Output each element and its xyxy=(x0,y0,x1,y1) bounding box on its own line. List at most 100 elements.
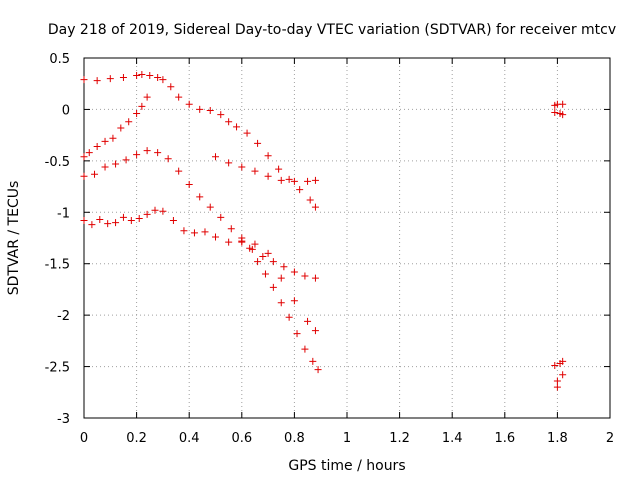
y-tick-label: 0 xyxy=(62,103,70,118)
data-point xyxy=(277,176,285,184)
data-point xyxy=(233,123,241,131)
data-point xyxy=(285,313,293,321)
data-point xyxy=(80,172,88,180)
y-tick-label: -3 xyxy=(57,412,70,427)
data-point xyxy=(143,210,151,218)
data-point xyxy=(80,153,88,161)
x-tick-label: 1.8 xyxy=(547,431,568,446)
data-point xyxy=(185,181,193,189)
data-point xyxy=(133,151,141,159)
data-point xyxy=(304,177,312,185)
data-point xyxy=(206,203,214,211)
x-tick-label: 1.6 xyxy=(494,431,515,446)
data-point xyxy=(225,238,233,246)
axis-ticks xyxy=(83,57,611,419)
y-tick-label: -0.5 xyxy=(45,155,70,170)
data-point xyxy=(119,213,127,221)
data-point xyxy=(264,249,272,257)
data-point xyxy=(553,377,561,385)
data-point xyxy=(164,155,172,163)
data-point xyxy=(238,163,246,171)
data-point xyxy=(277,299,285,307)
series-track-g xyxy=(551,100,567,119)
data-point xyxy=(143,147,151,155)
data-point xyxy=(314,366,322,374)
x-tick-labels: 0 0.2 0.4 0.6 0.8 1 1.2 1.4 1.6 1.8 2 xyxy=(80,431,614,446)
x-tick-label: 0.2 xyxy=(126,431,147,446)
series-track-f xyxy=(238,234,322,374)
data-point xyxy=(212,233,219,241)
data-point xyxy=(212,153,219,161)
data-point xyxy=(122,156,130,164)
data-point xyxy=(285,175,293,183)
data-point xyxy=(290,268,298,276)
data-point xyxy=(238,234,246,242)
data-point xyxy=(201,228,209,236)
data-point xyxy=(269,283,277,291)
data-point xyxy=(91,170,99,178)
chart-title: Day 218 of 2019, Sidereal Day-to-day VTE… xyxy=(48,22,616,38)
data-point xyxy=(93,77,101,85)
data-point xyxy=(311,274,319,282)
data-point xyxy=(104,220,112,228)
data-point xyxy=(106,75,114,83)
x-tick-label: 0.4 xyxy=(179,431,200,446)
data-point xyxy=(306,196,314,204)
data-point xyxy=(246,244,254,252)
data-point xyxy=(96,215,104,223)
data-point xyxy=(280,263,288,271)
data-points xyxy=(80,70,567,391)
x-tick-label: 0.8 xyxy=(284,431,305,446)
x-tick-label: 0 xyxy=(80,431,88,446)
data-point xyxy=(85,149,93,157)
data-point xyxy=(301,272,309,280)
data-point xyxy=(175,93,183,101)
x-tick-label: 2 xyxy=(606,431,614,446)
data-point xyxy=(269,258,277,266)
data-point xyxy=(301,345,309,353)
data-point xyxy=(112,219,120,227)
data-point xyxy=(254,139,262,147)
data-point xyxy=(259,253,267,261)
series-track-e xyxy=(80,206,319,335)
data-point xyxy=(251,240,259,248)
data-point xyxy=(138,102,146,110)
data-point xyxy=(167,83,175,91)
data-point xyxy=(175,167,183,175)
data-point xyxy=(264,172,272,180)
data-point xyxy=(293,330,301,338)
data-point xyxy=(133,71,141,79)
y-tick-labels: 0.5 0 -0.5 -1 -1.5 -2 -2.5 -3 xyxy=(45,52,70,427)
data-point xyxy=(154,149,162,157)
data-point xyxy=(309,357,317,365)
data-point xyxy=(159,76,167,84)
data-point xyxy=(125,118,133,126)
data-point xyxy=(138,70,146,78)
data-point xyxy=(117,124,125,132)
data-point xyxy=(154,74,162,82)
data-point xyxy=(109,134,117,142)
data-point xyxy=(551,109,559,117)
data-point xyxy=(277,274,285,282)
data-point xyxy=(112,160,120,168)
x-tick-label: 1.2 xyxy=(389,431,410,446)
data-point xyxy=(80,217,88,225)
y-axis-label: SDTVAR / TECUs xyxy=(6,181,22,296)
y-tick-label: -1 xyxy=(57,206,70,221)
data-point xyxy=(275,165,283,173)
data-point xyxy=(133,110,141,118)
data-point xyxy=(311,176,319,184)
data-point xyxy=(251,167,259,175)
data-point xyxy=(217,213,225,221)
data-point xyxy=(261,270,269,278)
y-tick-label: -2 xyxy=(57,309,70,324)
data-point xyxy=(227,225,235,233)
y-tick-label: -1.5 xyxy=(45,258,70,273)
data-point xyxy=(553,383,561,391)
data-point xyxy=(185,100,193,108)
data-point xyxy=(93,142,101,150)
series-track-c xyxy=(212,153,319,185)
data-point xyxy=(225,118,233,126)
data-point xyxy=(196,105,204,113)
x-tick-label: 0.6 xyxy=(231,431,252,446)
